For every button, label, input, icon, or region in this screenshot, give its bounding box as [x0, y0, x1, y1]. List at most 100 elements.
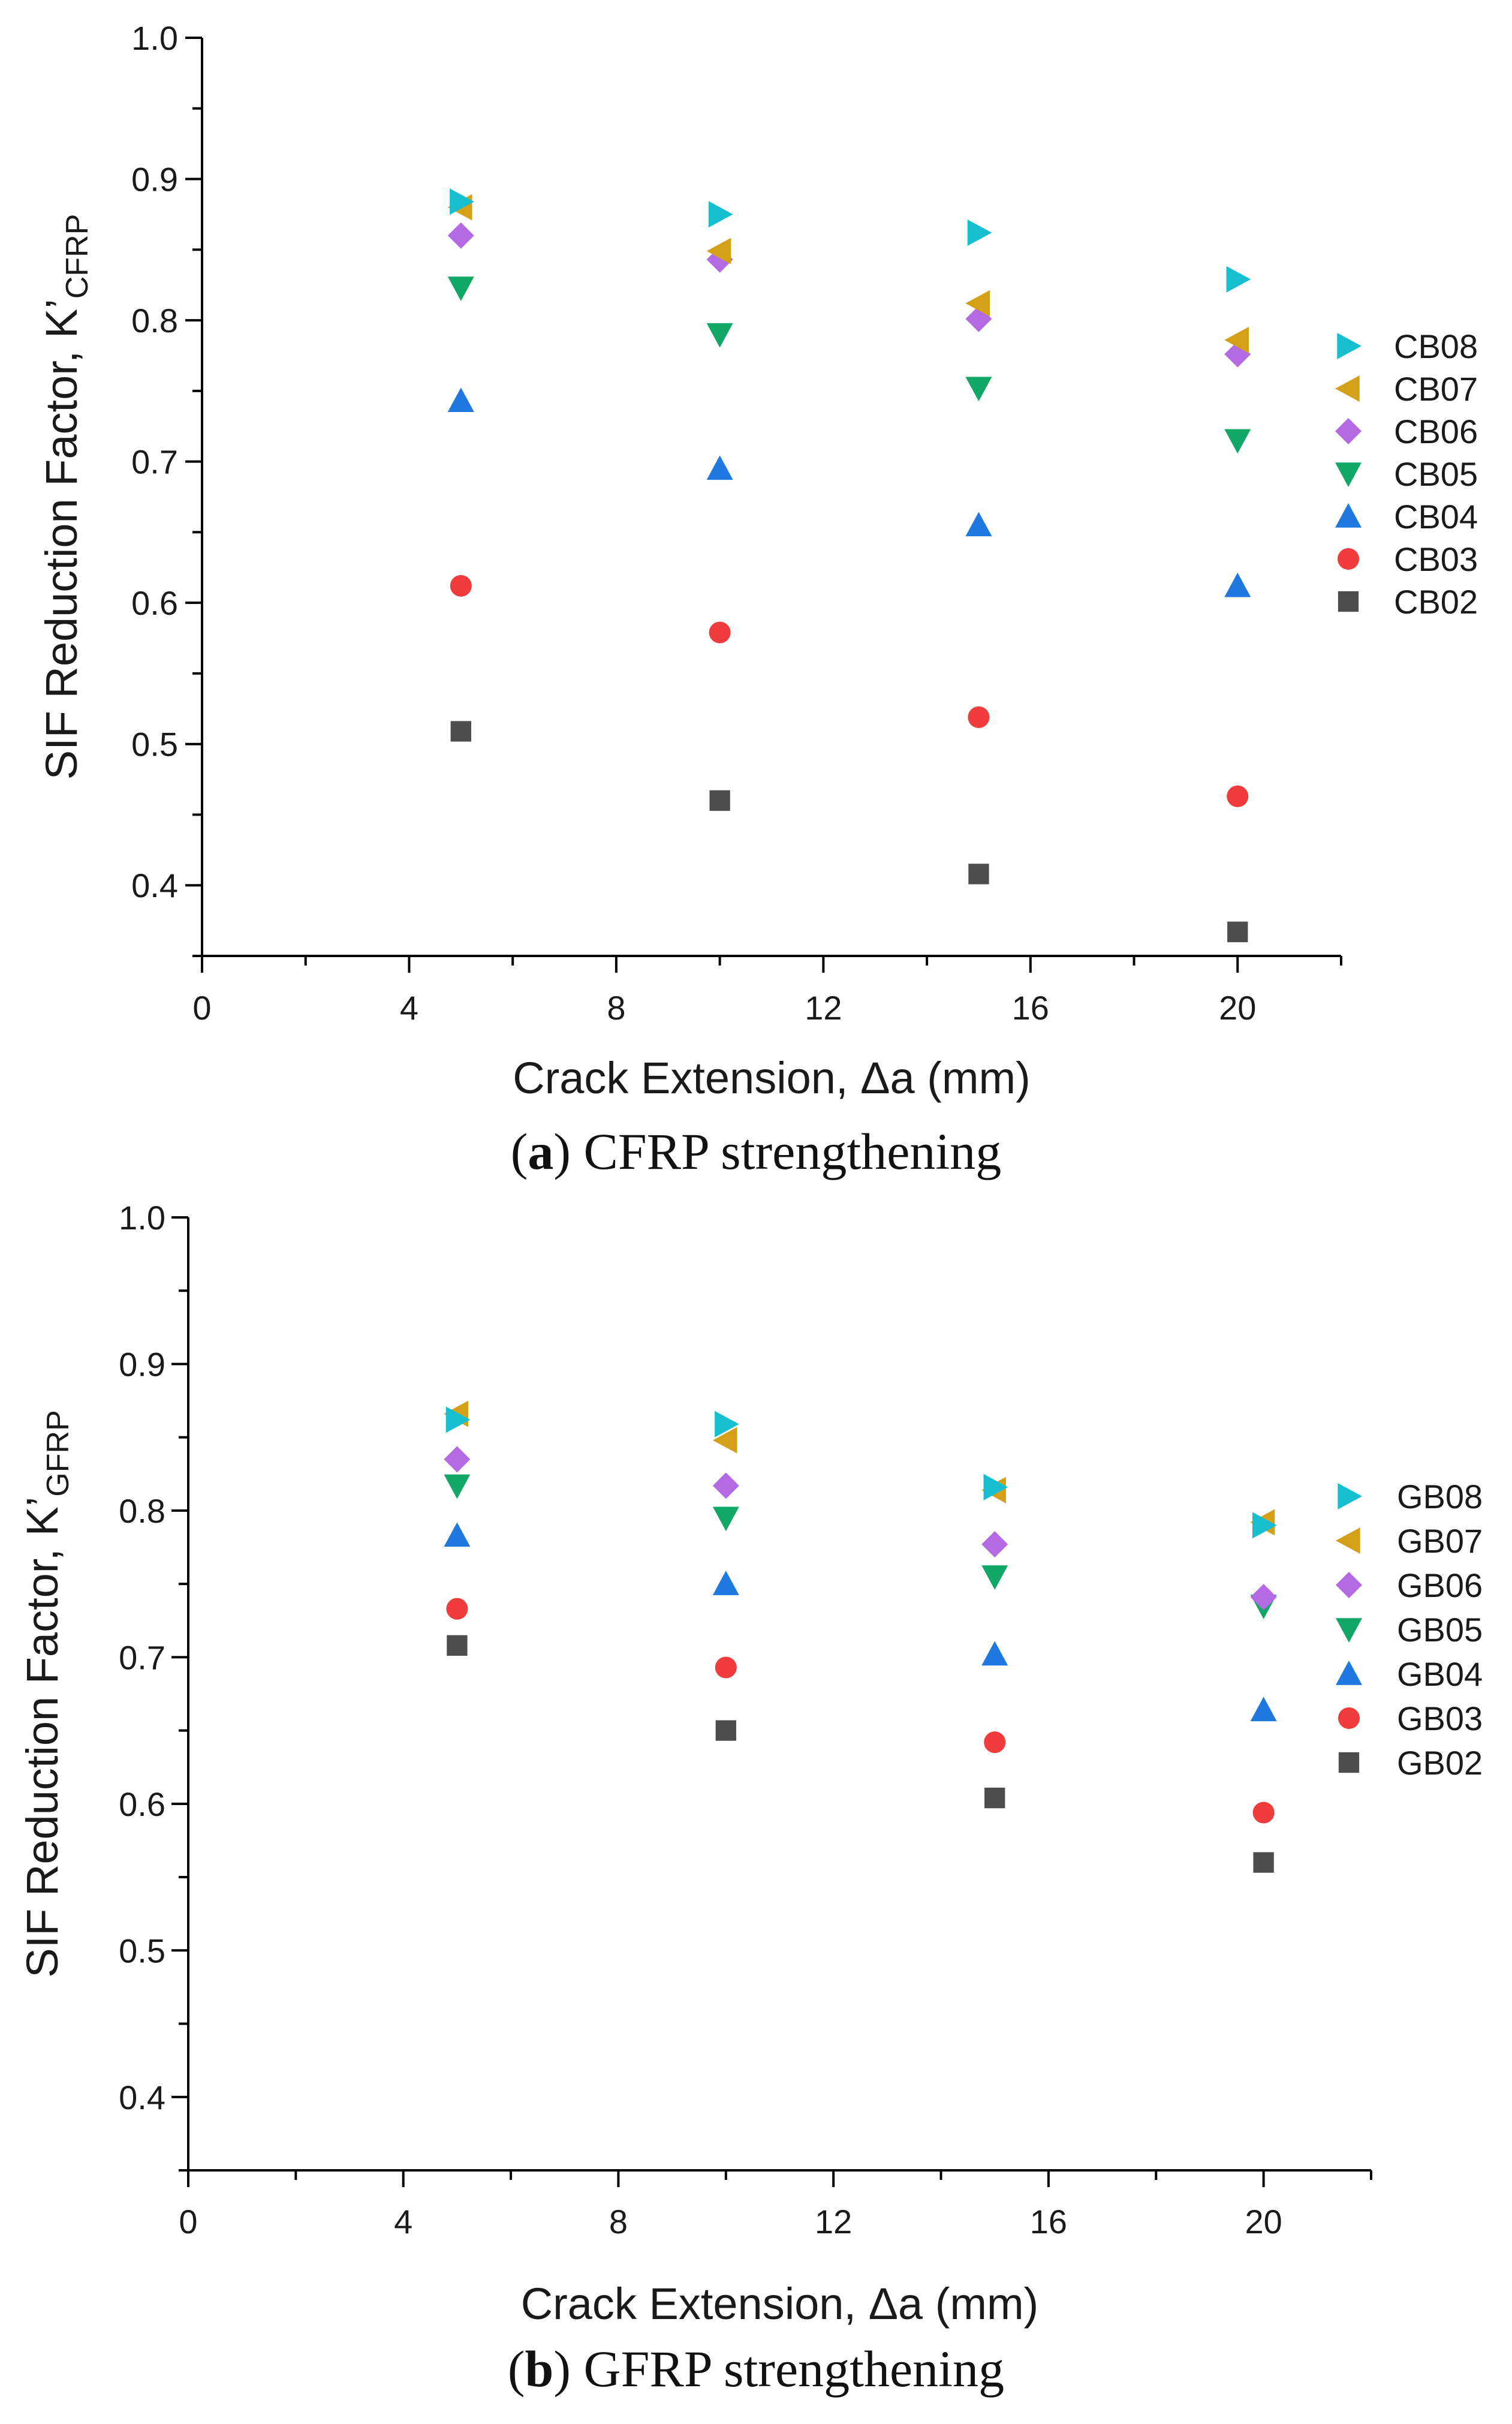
data-point-GB04: [981, 1641, 1008, 1666]
data-point-CB02: [709, 790, 730, 811]
legend-marker-CB07: [1335, 375, 1360, 402]
data-point-GB02: [715, 1720, 736, 1741]
y-tick-label-a: 0.6: [131, 584, 178, 622]
data-point-CB03: [1227, 785, 1249, 807]
data-point-CB03: [968, 706, 990, 728]
data-point-GB04: [444, 1522, 471, 1547]
x-tick-label-b: 4: [394, 2203, 412, 2240]
data-point-CB08: [967, 219, 992, 246]
data-point-GB03: [984, 1731, 1006, 1754]
legend-marker-CB04: [1335, 503, 1362, 528]
data-point-CB08: [1226, 266, 1251, 293]
x-tick-label-a: 8: [607, 989, 625, 1027]
data-point-GB06: [981, 1531, 1008, 1558]
data-point-CB02: [968, 864, 989, 885]
y-tick-label-a: 0.8: [131, 302, 178, 339]
legend-label-CB06: CB06: [1394, 413, 1478, 450]
legend-label-CB02: CB02: [1394, 583, 1478, 621]
legend-label-GB03: GB03: [1397, 1700, 1483, 1737]
legend-label-CB03: CB03: [1394, 540, 1478, 578]
x-tick-label-a: 4: [400, 989, 418, 1027]
legend-marker-GB05: [1336, 1618, 1362, 1643]
x-tick-label-b: 16: [1030, 2203, 1067, 2240]
data-point-CB05: [447, 276, 474, 301]
data-point-GB06: [712, 1472, 739, 1499]
data-point-CB08: [708, 201, 733, 228]
x-tick-label-a: 12: [805, 989, 842, 1027]
legend-marker-CB03: [1337, 548, 1360, 570]
legend-label-CB05: CB05: [1394, 455, 1478, 493]
legend-label-GB08: GB08: [1397, 1478, 1483, 1515]
caption-a-letter: a: [528, 1123, 554, 1180]
x-tick-label-b: 0: [179, 2203, 197, 2240]
caption-b: (b) GFRP strengthening: [507, 2340, 1005, 2398]
data-point-CB06: [447, 222, 474, 249]
x-tick-label-a: 20: [1219, 989, 1256, 1027]
x-axis-label-b: Crack Extension, Δa (mm): [521, 2279, 1039, 2329]
data-point-GB05: [981, 1565, 1008, 1590]
x-tick-label-b: 12: [815, 2203, 852, 2240]
data-point-GB05: [444, 1474, 471, 1499]
caption-b-letter: b: [525, 2340, 554, 2398]
data-point-CB05: [965, 377, 992, 402]
y-axis-label-subscript-b: GFRP: [41, 1410, 76, 1496]
y-tick-label-b: 0.5: [119, 1932, 165, 1969]
y-tick-label-b: 0.6: [119, 1785, 165, 1823]
y-tick-label-b: 0.7: [119, 1638, 165, 1676]
y-tick-label-b: 0.8: [119, 1492, 165, 1530]
y-axis-label-main-a: SIF Reduction Factor, K’: [37, 299, 86, 780]
y-tick-label-b: 0.4: [119, 2079, 165, 2116]
data-point-GB02: [984, 1787, 1005, 1809]
legend-marker-CB06: [1335, 418, 1362, 444]
legend-marker-GB07: [1336, 1527, 1360, 1554]
y-tick-label-a: 0.9: [131, 161, 178, 199]
data-point-CB02: [1227, 921, 1248, 943]
data-point-GB03: [715, 1656, 737, 1679]
legend-label-CB04: CB04: [1394, 498, 1478, 536]
legend-marker-GB04: [1336, 1661, 1362, 1685]
caption-a-text: CFRP strengthening: [570, 1123, 1002, 1180]
data-point-CB07: [965, 290, 990, 317]
legend-marker-GB06: [1336, 1572, 1362, 1598]
data-point-GB04: [712, 1571, 739, 1595]
y-axis-label-b: SIF Reduction Factor, K’GFRP: [17, 1410, 76, 1977]
x-tick-label-b: 8: [609, 2203, 628, 2240]
chart-panel-a: 0 4 8 12 16 20 0.4 0.5 0.6 0.7 0.8 0.9 1.0 Crack Exte…: [37, 19, 1478, 1103]
y-axis-label-main-b: SIF Reduction Factor, K’: [17, 1497, 67, 1978]
data-point-GB02: [1253, 1852, 1274, 1873]
data-point-CB04: [447, 387, 474, 413]
data-point-GB08: [1252, 1512, 1277, 1539]
data-point-CB07: [1224, 327, 1249, 354]
y-tick-label-a: 0.7: [131, 443, 178, 481]
data-point-CB02: [450, 721, 471, 742]
y-tick-label-b: 0.9: [119, 1345, 165, 1383]
x-tick-label-b: 20: [1245, 2203, 1282, 2240]
y-tick-label-b: 1.0: [119, 1199, 165, 1237]
data-point-GB04: [1250, 1697, 1277, 1722]
legend-label-GB05: GB05: [1397, 1611, 1483, 1649]
y-tick-label-a: 1.0: [131, 19, 178, 57]
y-axis-label-a: SIF Reduction Factor, K’CFRP: [37, 214, 95, 780]
y-tick-label-a: 0.4: [131, 867, 178, 904]
legend-label-GB04: GB04: [1397, 1655, 1483, 1693]
data-point-GB07: [712, 1427, 737, 1454]
data-point-CB05: [706, 323, 733, 348]
x-tick-label-a: 16: [1012, 989, 1049, 1027]
legend-label-GB07: GB07: [1397, 1522, 1483, 1560]
legend-marker-CB02: [1338, 591, 1359, 612]
caption-a: (a) CFRP strengthening: [510, 1123, 1002, 1180]
data-point-CB07: [706, 237, 731, 264]
x-tick-label-a: 0: [192, 989, 211, 1027]
data-point-GB06: [444, 1446, 471, 1473]
data-point-CB08: [450, 188, 474, 215]
data-point-GB03: [446, 1598, 468, 1620]
y-axis-label-subscript-a: CFRP: [60, 214, 95, 299]
y-tick-label-a: 0.5: [131, 726, 178, 763]
data-point-GB02: [447, 1635, 468, 1656]
data-point-GB03: [1252, 1802, 1275, 1824]
legend-marker-GB02: [1338, 1752, 1360, 1773]
data-point-CB04: [965, 512, 992, 537]
data-point-GB08: [715, 1411, 739, 1437]
legend-label-GB06: GB06: [1397, 1566, 1483, 1604]
